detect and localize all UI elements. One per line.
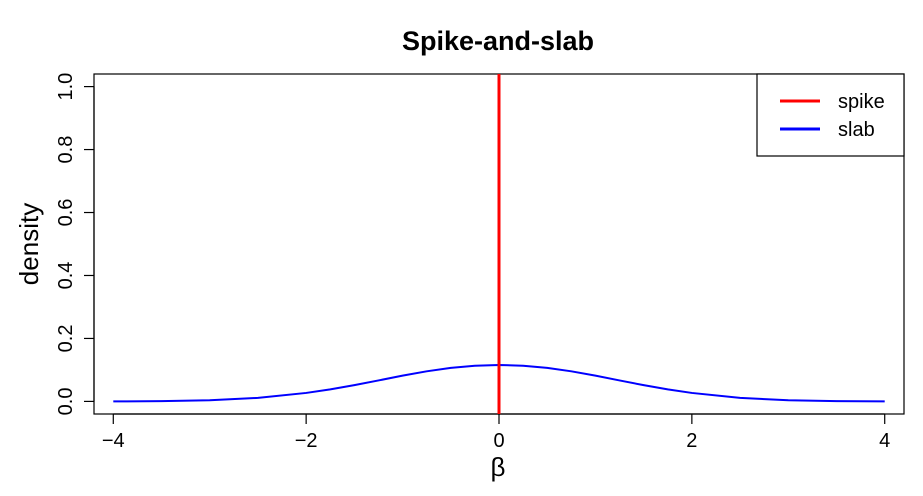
- x-axis: −4 −2 0 2 4: [102, 413, 890, 452]
- chart-title: Spike-and-slab: [402, 26, 594, 56]
- x-tick-label: −4: [102, 430, 125, 452]
- y-tick-label: 0.0: [55, 388, 77, 416]
- x-tick-label: 0: [493, 430, 504, 452]
- legend-label-slab: slab: [838, 119, 875, 141]
- legend-label-spike: spike: [838, 91, 885, 113]
- x-tick-label: 2: [686, 430, 697, 452]
- y-axis: 0.0 0.2 0.4 0.6 0.8 1.0: [55, 73, 95, 416]
- legend-box: [756, 73, 905, 157]
- y-tick-label: 1.0: [55, 73, 77, 101]
- y-tick-label: 0.4: [55, 262, 77, 290]
- y-tick-label: 0.2: [55, 325, 77, 353]
- x-tick-label: −2: [295, 430, 318, 452]
- y-tick-label: 0.8: [55, 136, 77, 164]
- y-tick-label: 0.6: [55, 199, 77, 227]
- legend: spike slab: [756, 73, 905, 157]
- x-tick-label: 4: [879, 430, 890, 452]
- y-axis-label: density: [14, 203, 44, 285]
- x-axis-label: β: [491, 452, 506, 482]
- series-layer: [113, 74, 885, 414]
